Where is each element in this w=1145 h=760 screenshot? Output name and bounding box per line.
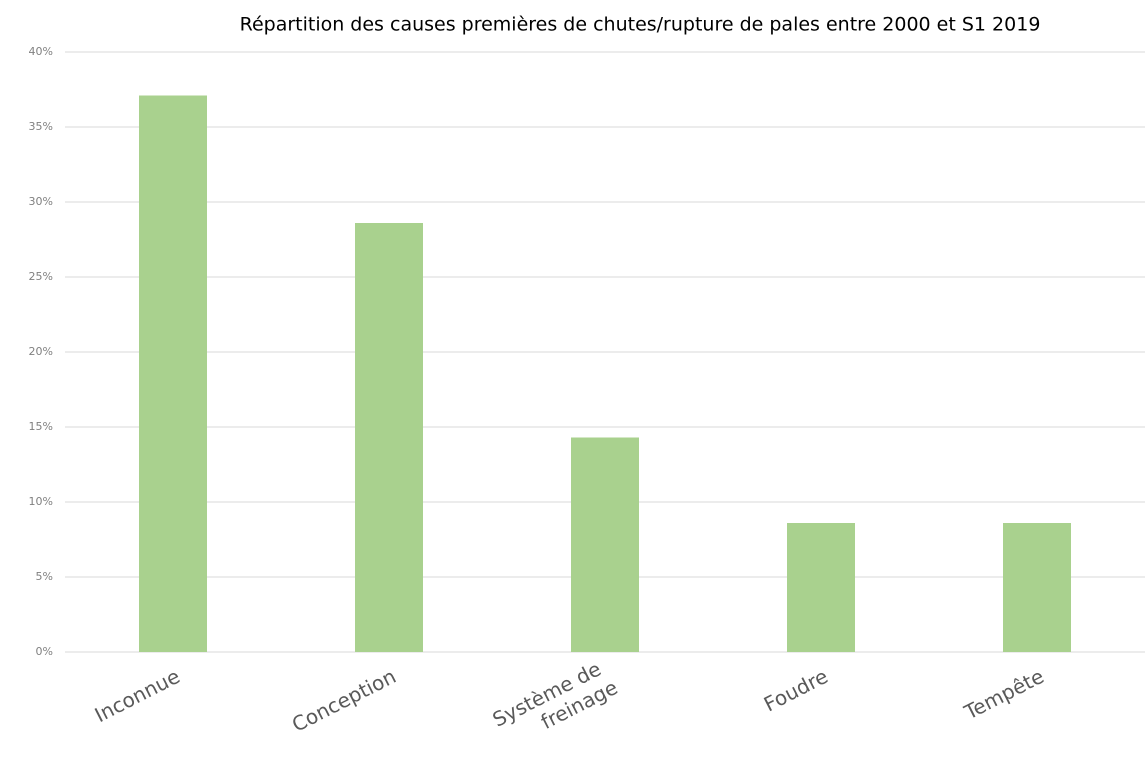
y-tick-label: 15% <box>29 420 53 433</box>
y-tick-label: 25% <box>29 270 53 283</box>
bar <box>571 437 639 652</box>
y-tick-label: 40% <box>29 45 53 58</box>
bar <box>355 223 423 652</box>
x-tick-label: Foudre <box>760 664 832 716</box>
x-tick-label: Système de freinage <box>488 653 621 752</box>
y-tick-label: 5% <box>36 570 53 583</box>
y-tick-label: 35% <box>29 120 53 133</box>
bar <box>787 523 855 652</box>
x-tick-label: Tempête <box>960 664 1048 725</box>
x-tick-label: Conception <box>288 664 400 737</box>
bar <box>1003 523 1071 652</box>
y-tick-label: 0% <box>36 645 53 658</box>
bar <box>139 95 207 652</box>
y-tick-label: 20% <box>29 345 53 358</box>
y-tick-label: 10% <box>29 495 53 508</box>
y-tick-label: 30% <box>29 195 53 208</box>
x-tick-label: Inconnue <box>91 664 184 727</box>
chart-title: Répartition des causes premières de chut… <box>240 14 1041 36</box>
